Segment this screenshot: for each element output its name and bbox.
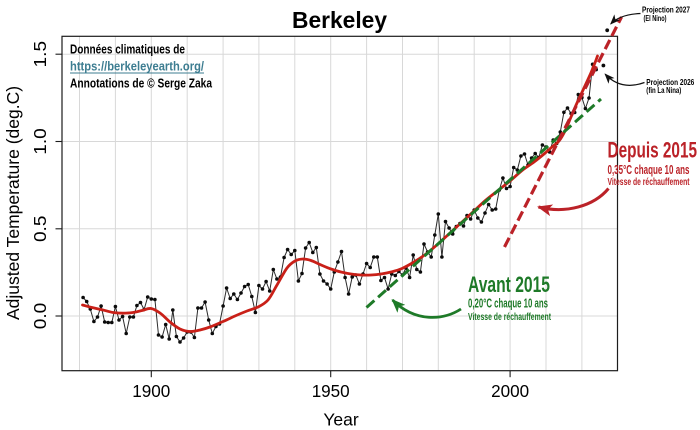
svg-text:1900: 1900 bbox=[132, 381, 170, 401]
svg-text:Données climatiques de: Données climatiques de bbox=[70, 43, 185, 57]
svg-text:(fin La Nina): (fin La Nina) bbox=[646, 85, 681, 95]
svg-text:Depuis 2015: Depuis 2015 bbox=[608, 138, 698, 163]
svg-text:0,20°C chaque 10 ans: 0,20°C chaque 10 ans bbox=[468, 296, 548, 311]
svg-text:1.0: 1.0 bbox=[30, 128, 50, 155]
svg-text:0.0: 0.0 bbox=[30, 302, 50, 329]
svg-text:1950: 1950 bbox=[312, 381, 350, 401]
svg-text:2000: 2000 bbox=[491, 381, 529, 401]
svg-text:0.5: 0.5 bbox=[30, 216, 50, 243]
svg-text:https://berkeleyearth.org/: https://berkeleyearth.org/ bbox=[70, 60, 204, 74]
svg-text:Vitesse de réchauffement: Vitesse de réchauffement bbox=[608, 177, 690, 188]
svg-text:Vitesse de réchauffement: Vitesse de réchauffement bbox=[468, 312, 551, 323]
svg-text:Adjusted Temperature (deg.C): Adjusted Temperature (deg.C) bbox=[3, 86, 23, 320]
svg-text:Year: Year bbox=[323, 409, 359, 429]
svg-text:(El Nino): (El Nino) bbox=[644, 13, 667, 23]
svg-text:Avant 2015: Avant 2015 bbox=[468, 272, 550, 297]
svg-text:Berkeley: Berkeley bbox=[292, 7, 387, 33]
svg-text:Projection 2027: Projection 2027 bbox=[642, 5, 690, 15]
svg-text:Annotations de © Serge Zaka: Annotations de © Serge Zaka bbox=[70, 77, 213, 91]
svg-text:0,35°C chaque 10 ans: 0,35°C chaque 10 ans bbox=[608, 162, 690, 177]
svg-text:Projection 2026: Projection 2026 bbox=[646, 77, 694, 87]
svg-text:1.5: 1.5 bbox=[30, 41, 50, 68]
